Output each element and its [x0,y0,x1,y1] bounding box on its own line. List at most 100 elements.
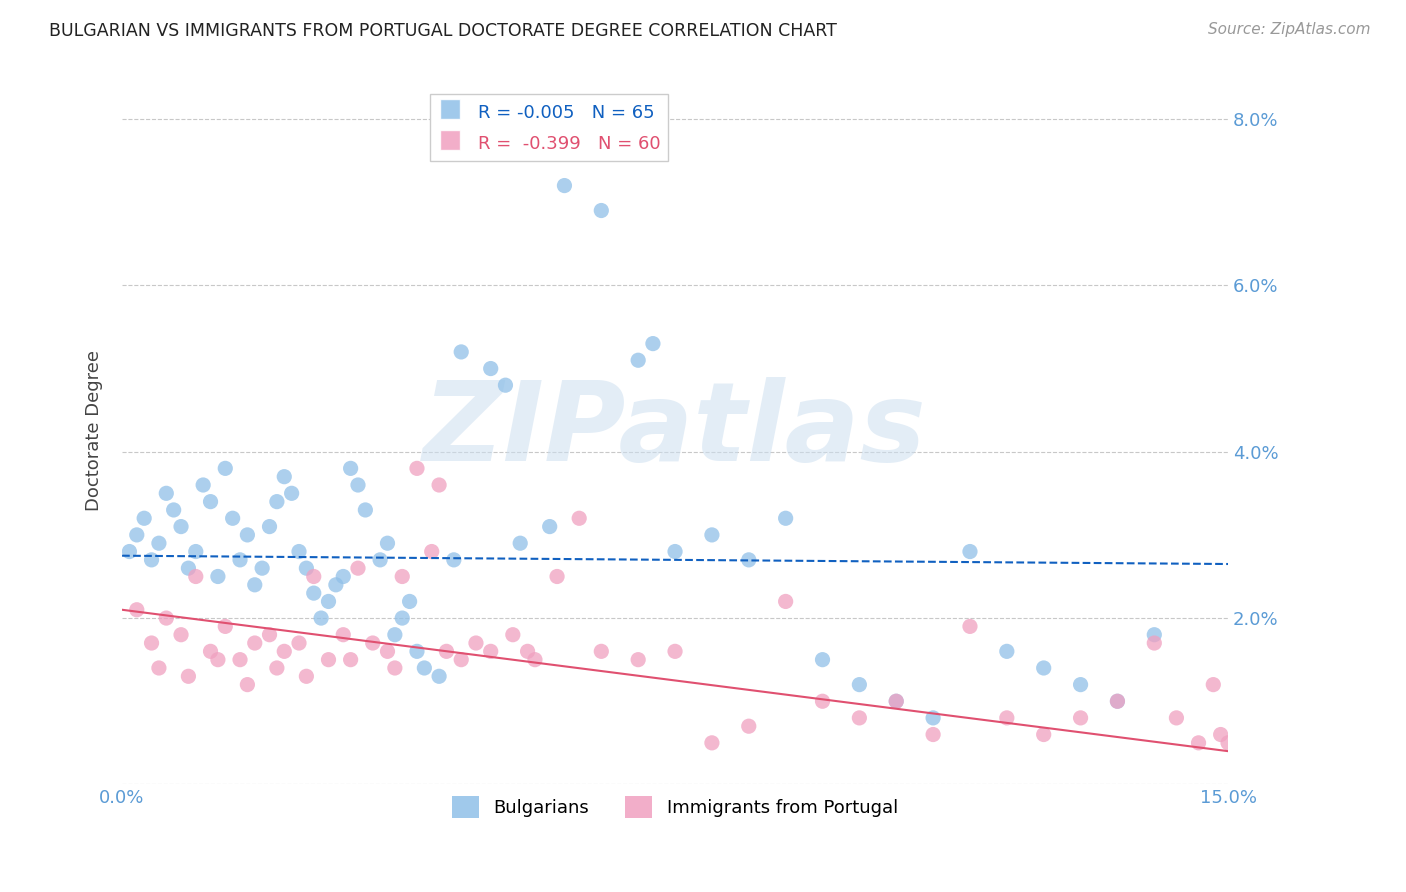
Point [479,644,502,658]
Point [184,544,207,558]
Point [221,511,243,525]
Point [200,494,222,508]
Point [325,578,347,592]
Point [479,361,502,376]
Point [443,553,465,567]
Point [627,353,650,368]
Point [848,711,870,725]
Point [273,469,295,483]
Point [148,536,170,550]
Point [207,653,229,667]
Point [1202,678,1225,692]
Point [236,678,259,692]
Point [1187,736,1209,750]
Point [995,644,1018,658]
Point [177,561,200,575]
Point [170,519,193,533]
Point [243,636,266,650]
Point [738,553,761,567]
Point [280,486,302,500]
Point [250,561,273,575]
Point [125,528,148,542]
Point [339,653,361,667]
Point [295,669,318,683]
Point [502,628,524,642]
Point [134,511,156,525]
Point [509,536,531,550]
Point [627,653,650,667]
Point [207,569,229,583]
Point [259,519,281,533]
Point [141,636,163,650]
Point [591,644,613,658]
Point [406,644,429,658]
Point [465,636,488,650]
Point [1032,661,1054,675]
Point [191,478,214,492]
Point [229,653,252,667]
Point [811,694,834,708]
Point [1107,694,1129,708]
Point [318,653,340,667]
Text: ZIPatlas: ZIPatlas [423,377,927,484]
Point [200,644,222,658]
Point [229,553,252,567]
Point [309,611,332,625]
Point [1143,636,1166,650]
Point [288,636,311,650]
Point [347,561,370,575]
Point [775,594,797,608]
Y-axis label: Doctorate Degree: Doctorate Degree [86,351,103,511]
Point [413,661,436,675]
Point [155,611,177,625]
Point [775,511,797,525]
Point [141,553,163,567]
Point [361,636,384,650]
Point [163,503,186,517]
Point [553,178,575,193]
Point [368,553,391,567]
Point [406,461,429,475]
Legend: Bulgarians, Immigrants from Portugal: Bulgarians, Immigrants from Portugal [444,789,905,825]
Point [288,544,311,558]
Point [516,644,538,658]
Point [347,478,370,492]
Point [259,628,281,642]
Point [523,653,546,667]
Point [1166,711,1188,725]
Point [236,528,259,542]
Point [495,378,517,392]
Point [922,727,945,741]
Point [959,619,981,633]
Point [427,669,450,683]
Point [266,661,288,675]
Point [295,561,318,575]
Point [384,661,406,675]
Point [700,528,723,542]
Point [125,603,148,617]
Point [436,644,458,658]
Point [214,619,236,633]
Point [148,661,170,675]
Point [1032,727,1054,741]
Point [391,569,413,583]
Point [339,461,361,475]
Point [884,694,907,708]
Point [450,653,472,667]
Point [170,628,193,642]
Point [332,628,354,642]
Point [332,569,354,583]
Point [398,594,420,608]
Point [184,569,207,583]
Point [377,536,399,550]
Point [738,719,761,733]
Point [391,611,413,625]
Point [922,711,945,725]
Point [273,644,295,658]
Point [995,711,1018,725]
Point [427,478,450,492]
Point [1070,678,1092,692]
Point [568,511,591,525]
Point [177,669,200,683]
Point [243,578,266,592]
